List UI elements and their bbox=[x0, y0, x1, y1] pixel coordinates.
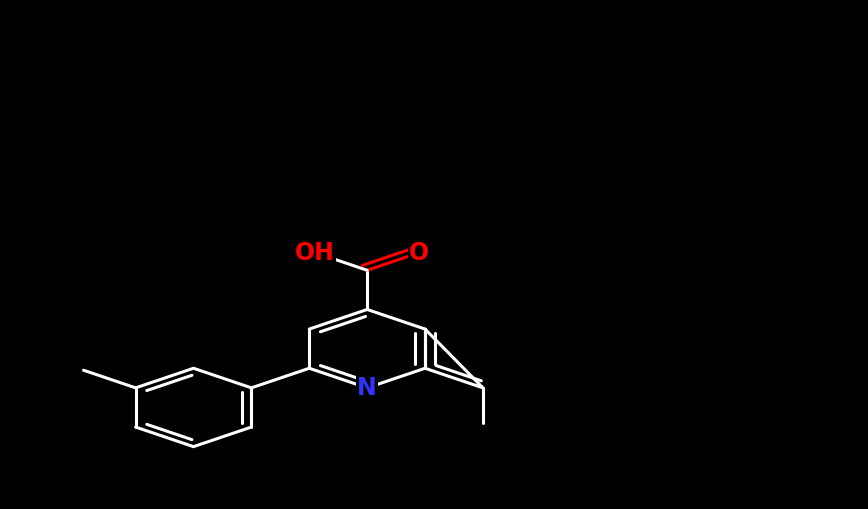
Text: O: O bbox=[409, 241, 430, 265]
Text: OH: OH bbox=[295, 241, 335, 265]
Text: N: N bbox=[358, 376, 377, 400]
